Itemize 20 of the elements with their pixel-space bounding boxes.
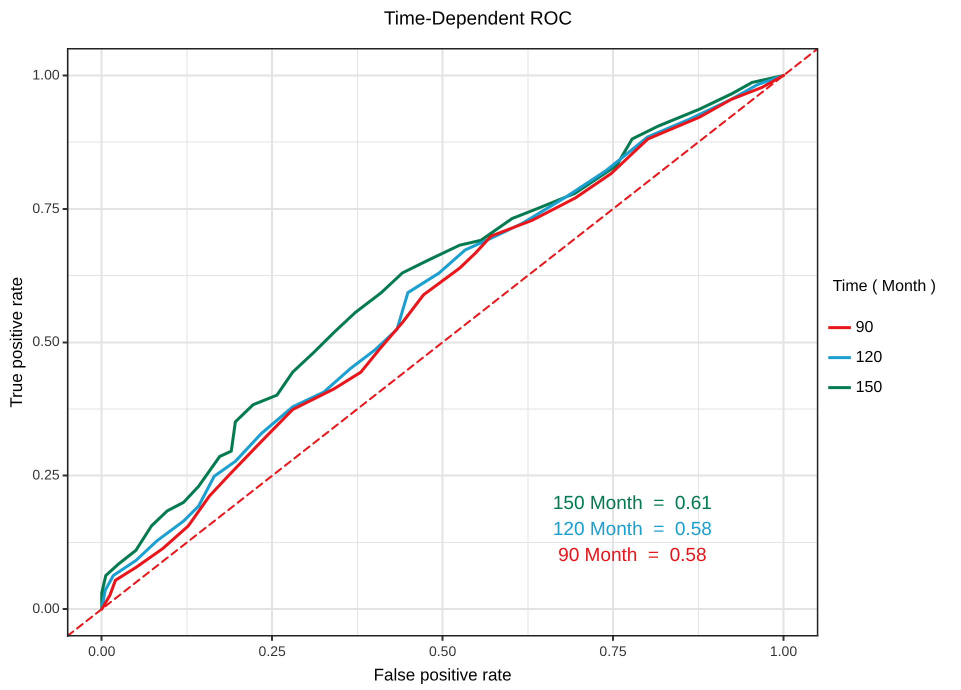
legend-label: 90 [856,319,874,336]
y-tick-label: 0.25 [32,466,60,483]
y-tick-label: 0.00 [32,600,60,616]
x-tick-label: 0.00 [88,643,116,660]
y-tick-label: 0.75 [32,200,60,216]
annotation: 90 Month = 0.58 [558,544,707,566]
legend-label: 150 [856,379,882,396]
x-tick-label: 0.75 [599,643,627,660]
x-tick-label: 0.50 [428,643,456,660]
x-tick-label: 1.00 [770,643,798,660]
y-tick-label: 1.00 [32,66,60,82]
legend-label: 120 [856,349,882,366]
y-axis-title: True positive rate [6,276,26,408]
annotation: 150 Month = 0.61 [552,492,712,514]
y-tick-label: 0.50 [32,333,60,350]
x-axis-title: False positive rate [374,665,512,684]
x-tick-label: 0.25 [258,643,286,660]
chart-title: Time-Dependent ROC [384,8,572,30]
annotation: 120 Month = 0.58 [552,518,712,540]
legend-title: Time ( Month ) [832,278,936,295]
